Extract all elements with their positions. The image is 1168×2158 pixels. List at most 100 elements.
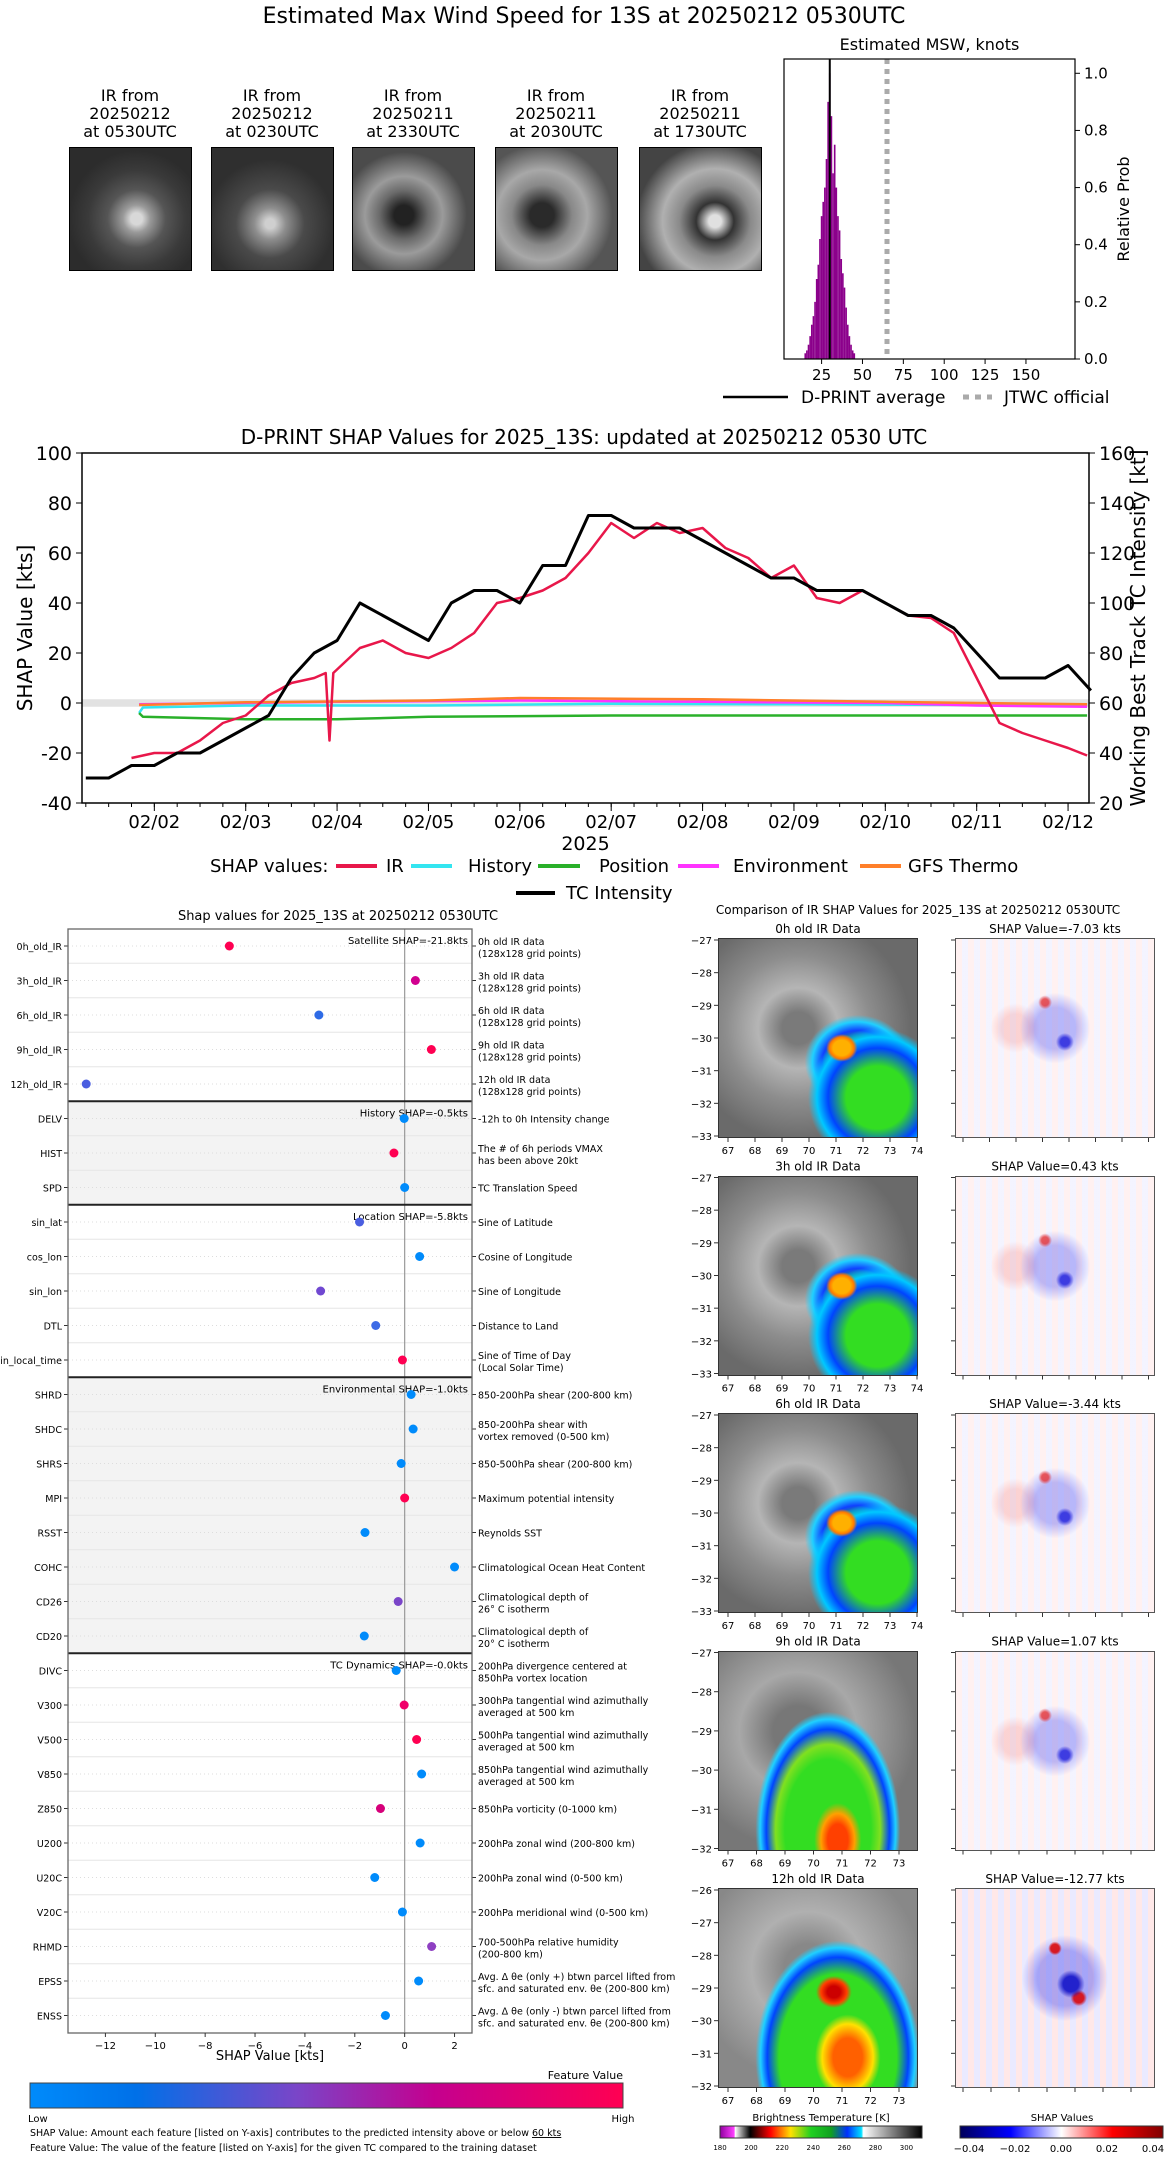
histogram-bar — [806, 350, 808, 359]
feature-description: 200hPa divergence centered at — [478, 1662, 627, 1673]
histogram-bar — [809, 336, 811, 359]
legend-title: SHAP values: — [210, 856, 328, 877]
feature-name: SHRD — [35, 1391, 62, 1402]
y-tick-label: 0.6 — [1084, 179, 1108, 197]
feature-description: (Local Solar Time) — [478, 1363, 564, 1374]
longitude-tick-label: 68 — [749, 1146, 762, 1157]
thumbnail-label: at 2030UTC — [509, 122, 603, 141]
histogram-bar — [815, 279, 818, 359]
latitude-tick-label: −33 — [691, 1132, 712, 1143]
feature-description: 6h old IR data — [478, 1006, 544, 1017]
bt-tick-label: 200 — [744, 2144, 757, 2152]
histogram-bar — [835, 187, 838, 359]
bt-colorbar-label: Brightness Temperature [K] — [752, 2113, 889, 2124]
x-axis-label: SHAP Value [kts] — [216, 2049, 324, 2064]
longitude-tick-label: 74 — [911, 1384, 924, 1395]
histogram-bar — [814, 301, 816, 359]
y-tick-label: 1.0 — [1084, 64, 1108, 82]
longitude-tick-label: 71 — [836, 1859, 849, 1870]
shap-dot — [360, 1528, 370, 1537]
thumbnail-label: 20250211 — [659, 104, 741, 123]
histogram-frame — [783, 58, 1076, 360]
group-shap-total: Satellite SHAP=-21.8kts — [348, 936, 468, 947]
shap-dot — [415, 1838, 425, 1848]
longitude-tick-label: 71 — [830, 1384, 843, 1395]
feature-name: DIVC — [39, 1667, 63, 1678]
bt-tick-label: 300 — [900, 2144, 913, 2152]
shap-panel-title: SHAP Value=1.07 kts — [991, 1635, 1118, 1649]
longitude-tick-label: 74 — [911, 1621, 924, 1632]
timeseries-title: D-PRINT SHAP Values for 2025_13S: update… — [241, 425, 928, 449]
y-tick-label: 0.4 — [1084, 236, 1108, 254]
shap-dot — [408, 1424, 418, 1434]
ir-image — [718, 938, 918, 1138]
y-tick-label: 40 — [48, 593, 72, 615]
feature-name: 3h_old_IR — [17, 977, 63, 988]
longitude-tick-label: 68 — [750, 2096, 763, 2107]
histogram-bar — [812, 316, 815, 359]
longitude-tick-label: 72 — [857, 1146, 870, 1157]
legend-label-tc-intensity: TC Intensity — [565, 883, 673, 904]
feature-name: ENSS — [37, 2012, 62, 2023]
shap-tick-label: 0.02 — [1096, 2144, 1118, 2155]
shap-map-image — [955, 1413, 1155, 1613]
histogram-bar — [824, 187, 826, 359]
feature-name: CD26 — [36, 1598, 62, 1609]
legend-label-environment: Environment — [733, 856, 848, 877]
feature-description: 300hPa tangential wind azimuthally — [478, 1696, 649, 1707]
longitude-tick-label: 71 — [830, 1621, 843, 1632]
longitude-tick-label: 73 — [884, 1621, 897, 1632]
feature-description: 26° C isotherm — [478, 1605, 550, 1616]
shap-tick-label: −0.04 — [954, 2144, 985, 2155]
thumbnail-label: 20250212 — [231, 104, 313, 123]
histogram-bar — [833, 144, 836, 359]
y-tick-label: -40 — [41, 793, 72, 815]
ir-image — [718, 1413, 918, 1613]
feature-name: SHRS — [36, 1460, 62, 1471]
shap-dot — [380, 2011, 390, 2020]
latitude-tick-label: −31 — [691, 1542, 712, 1553]
thumbnail-label: IR from — [526, 86, 586, 105]
thumbnail-label: IR from — [100, 86, 160, 105]
feature-name: 6h_old_IR — [17, 1011, 63, 1022]
series-line-tc-intensity — [85, 514, 1093, 780]
feature-name: CD20 — [36, 1632, 62, 1643]
feature-description: 3h old IR data — [478, 972, 544, 983]
feature-description: 500hPa tangential wind azimuthally — [478, 1731, 649, 1742]
feature-name: V20C — [37, 1908, 63, 1919]
latitude-tick-label: −32 — [691, 1099, 712, 1110]
thumbnail-label: IR from — [383, 86, 443, 105]
longitude-tick-label: 70 — [807, 1859, 820, 1870]
thumbnail-label: at 1730UTC — [653, 122, 747, 141]
y-tick-label: 0.0 — [1084, 350, 1108, 368]
feature-name: HIST — [40, 1149, 62, 1160]
figure-title: Estimated Max Wind Speed for 13S at 2025… — [262, 4, 906, 29]
x-tick-label: −4 — [298, 2041, 313, 2052]
longitude-tick-label: 70 — [803, 1621, 816, 1632]
histogram-bar — [819, 239, 821, 359]
feature-name: Z850 — [37, 1805, 62, 1816]
latitude-tick-label: −27 — [691, 1411, 712, 1422]
shap-dot — [393, 1597, 403, 1606]
shap-map-image — [955, 1175, 1155, 1376]
shap-dot — [355, 1217, 365, 1227]
feature-name: sin_lat — [31, 1218, 62, 1229]
longitude-tick-label: 69 — [779, 1859, 792, 1870]
y-tick-label: 0.2 — [1084, 293, 1108, 311]
longitude-tick-label: 72 — [864, 2096, 877, 2107]
ir-thumbnail-image — [69, 147, 192, 271]
y2-tick-label: 20 — [1099, 793, 1123, 815]
x-tick-label: 0 — [401, 2041, 407, 2052]
colorbar-high-label: High — [612, 2114, 635, 2125]
thumbnail-label: 20250211 — [372, 104, 454, 123]
x-tick-label: −8 — [198, 2041, 213, 2052]
x-tick-label: 150 — [1012, 366, 1041, 384]
latitude-tick-label: −29 — [691, 1476, 712, 1487]
x-axis-label: 2025 — [561, 833, 609, 855]
ir-panel-title: 9h old IR Data — [775, 1635, 861, 1649]
note-text: SHAP Value: Amount each feature [listed … — [30, 2128, 532, 2139]
shap-tick-label: 0.00 — [1050, 2144, 1072, 2155]
shap-colorbar-label: SHAP Values — [1031, 2113, 1094, 2124]
latitude-tick-label: −30 — [691, 1766, 712, 1777]
